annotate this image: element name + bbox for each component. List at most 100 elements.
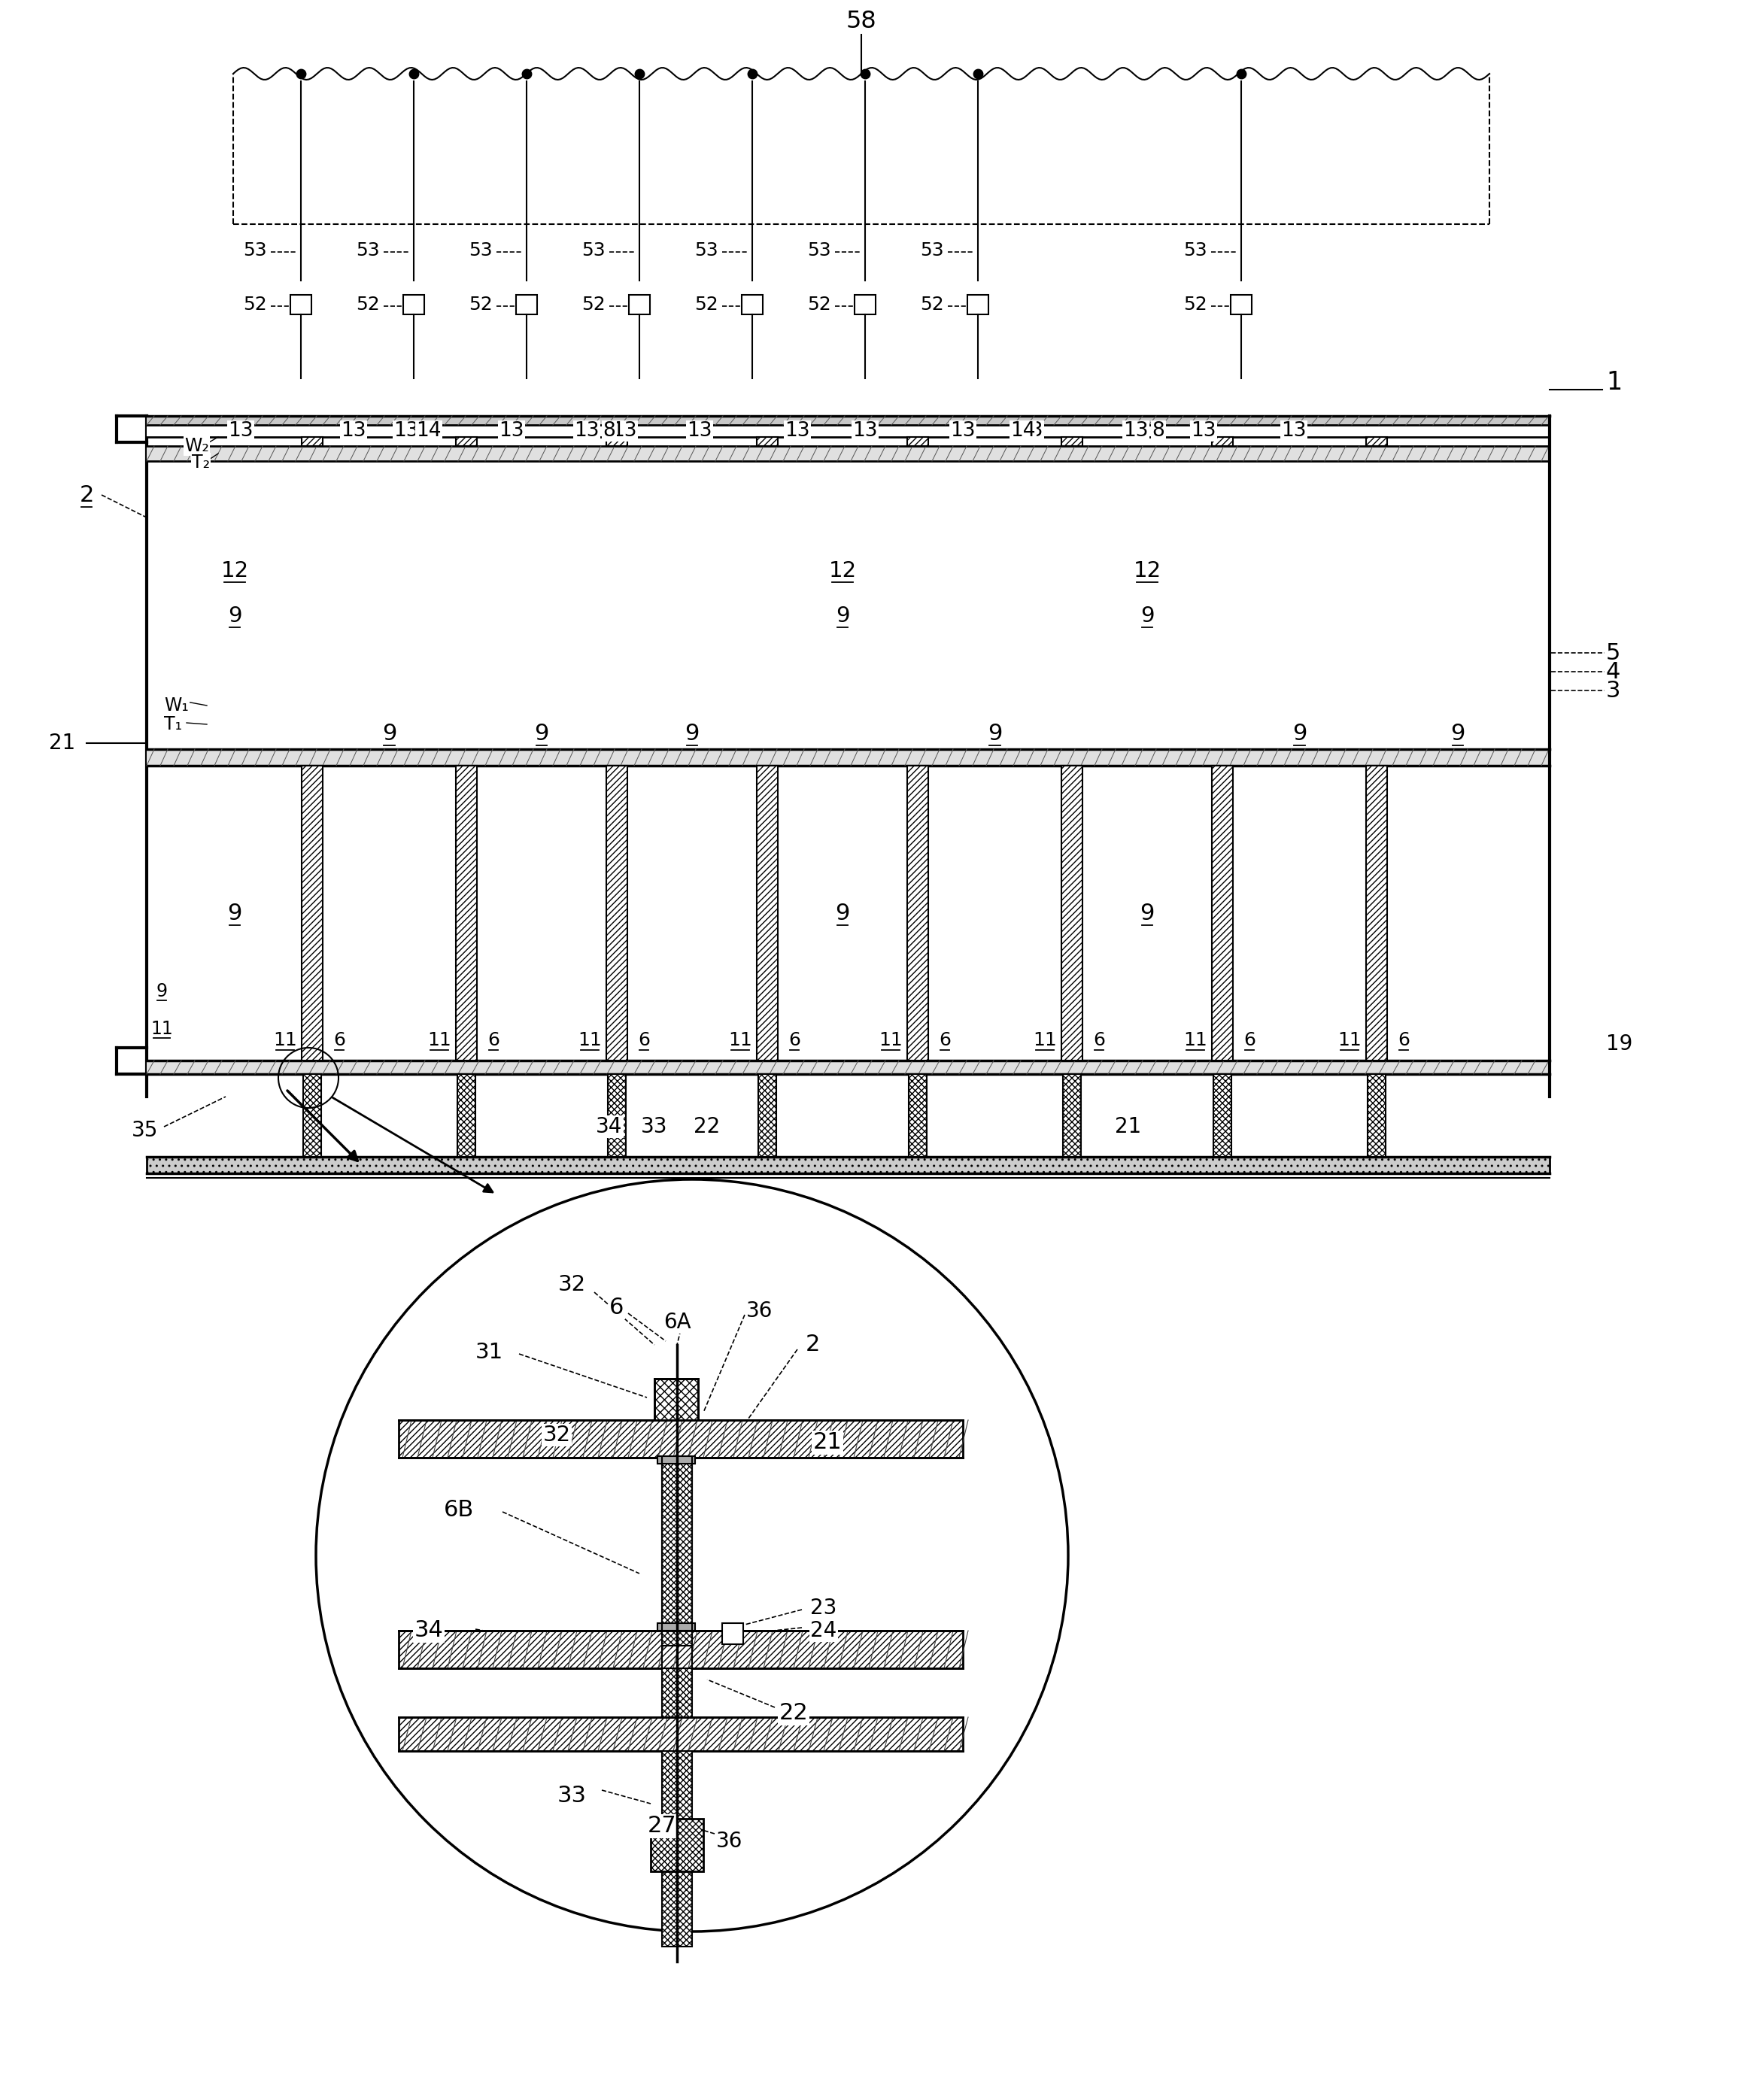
- Bar: [609, 1074, 626, 1158]
- Bar: [662, 1669, 691, 1717]
- Bar: [146, 1061, 1549, 1074]
- Bar: [146, 447, 1549, 461]
- Text: 27: 27: [647, 1816, 677, 1837]
- Bar: [302, 436, 323, 447]
- Bar: [630, 296, 649, 315]
- Text: 14: 14: [416, 421, 441, 440]
- Text: 11: 11: [579, 1032, 602, 1048]
- Bar: [759, 1074, 776, 1158]
- Text: 2: 2: [79, 484, 93, 505]
- Text: 8: 8: [1152, 421, 1164, 440]
- Text: 52: 52: [469, 296, 492, 315]
- Bar: [146, 1158, 1549, 1174]
- Text: 32: 32: [543, 1424, 570, 1445]
- Text: 12: 12: [829, 560, 857, 581]
- Text: 13: 13: [499, 421, 524, 440]
- Bar: [1365, 765, 1387, 1061]
- Bar: [146, 415, 1549, 426]
- Text: 53: 53: [1184, 241, 1207, 260]
- Bar: [721, 1623, 743, 1644]
- Text: 13: 13: [785, 421, 810, 440]
- Text: 12: 12: [220, 560, 249, 581]
- Text: 6: 6: [1244, 1032, 1256, 1048]
- Text: 2: 2: [804, 1334, 820, 1357]
- Text: 6: 6: [333, 1032, 346, 1048]
- Bar: [1231, 296, 1252, 315]
- Bar: [658, 1623, 695, 1631]
- Text: 13: 13: [1281, 421, 1307, 440]
- Text: T₂: T₂: [192, 453, 210, 472]
- Text: 1: 1: [1605, 369, 1623, 394]
- Bar: [662, 1457, 691, 1646]
- Bar: [455, 765, 476, 1061]
- Bar: [303, 1074, 321, 1158]
- Bar: [607, 436, 628, 447]
- Text: 53: 53: [582, 241, 605, 260]
- Text: 6B: 6B: [445, 1499, 475, 1520]
- Bar: [146, 749, 1549, 765]
- Text: 53: 53: [695, 241, 718, 260]
- Text: 9: 9: [1140, 606, 1154, 627]
- Text: 13: 13: [573, 421, 600, 440]
- Text: 9: 9: [228, 902, 242, 925]
- Text: 4: 4: [1605, 661, 1621, 684]
- Text: W₁: W₁: [164, 696, 189, 715]
- Bar: [457, 1074, 476, 1158]
- Text: 13: 13: [686, 421, 713, 440]
- Text: 6: 6: [1397, 1032, 1409, 1048]
- Text: 9: 9: [155, 981, 168, 1000]
- Text: 5: 5: [1605, 642, 1621, 665]
- Text: 9: 9: [1450, 723, 1466, 744]
- Text: 11: 11: [1034, 1032, 1057, 1048]
- Text: 21: 21: [1115, 1116, 1141, 1137]
- Text: 53: 53: [469, 241, 492, 260]
- Text: 9: 9: [988, 723, 1002, 744]
- Bar: [404, 296, 425, 315]
- Text: 24: 24: [810, 1621, 836, 1642]
- Text: 8: 8: [603, 421, 616, 440]
- Bar: [654, 1378, 699, 1420]
- Text: 53: 53: [921, 241, 944, 260]
- Text: 52: 52: [921, 296, 944, 315]
- Text: 3: 3: [1605, 679, 1621, 700]
- Text: 9: 9: [228, 606, 242, 627]
- Bar: [1212, 765, 1233, 1061]
- Text: 52: 52: [695, 296, 718, 315]
- Text: 53: 53: [808, 241, 831, 260]
- Text: 6A: 6A: [663, 1313, 691, 1334]
- Bar: [399, 1420, 963, 1457]
- Text: 9: 9: [836, 606, 850, 627]
- Bar: [291, 296, 312, 315]
- Text: 13: 13: [852, 421, 878, 440]
- Text: 11: 11: [427, 1032, 452, 1048]
- Text: 9: 9: [534, 723, 549, 744]
- Text: 13: 13: [612, 421, 637, 440]
- Bar: [1064, 1074, 1081, 1158]
- Bar: [146, 426, 1549, 436]
- Text: 14: 14: [1011, 421, 1035, 440]
- Text: 9: 9: [1140, 902, 1154, 925]
- Bar: [741, 296, 762, 315]
- Bar: [399, 1631, 963, 1669]
- Text: 22: 22: [693, 1116, 720, 1137]
- Bar: [1367, 1074, 1387, 1158]
- Text: 53: 53: [243, 241, 266, 260]
- Text: 13: 13: [340, 421, 367, 440]
- Text: 58: 58: [847, 8, 877, 34]
- Bar: [662, 1751, 691, 1946]
- Text: 52: 52: [356, 296, 379, 315]
- Text: T₁: T₁: [164, 715, 182, 734]
- Text: 6: 6: [487, 1032, 499, 1048]
- Text: 53: 53: [356, 241, 379, 260]
- Text: 21: 21: [813, 1432, 841, 1453]
- Text: 21: 21: [49, 732, 76, 753]
- Bar: [1214, 1074, 1231, 1158]
- Text: 33: 33: [557, 1785, 586, 1808]
- Text: 6: 6: [639, 1032, 649, 1048]
- Text: 12: 12: [1132, 560, 1161, 581]
- Bar: [1062, 765, 1083, 1061]
- Bar: [907, 765, 928, 1061]
- Text: 6: 6: [1094, 1032, 1104, 1048]
- Text: 11: 11: [150, 1019, 173, 1038]
- Bar: [1062, 436, 1083, 447]
